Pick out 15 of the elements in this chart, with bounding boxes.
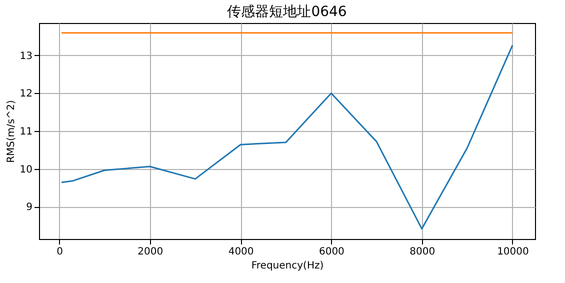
x-tick-label: 0 — [56, 246, 63, 258]
line-series — [60, 44, 514, 230]
y-axis-title: RMS(m/s^2) — [6, 100, 17, 163]
x-tick-label: 8000 — [410, 246, 436, 258]
y-tick-label: 12 — [20, 88, 32, 100]
y-tick-label: 11 — [20, 126, 32, 138]
x-tick-label: 4000 — [228, 246, 254, 258]
y-tick-label: 13 — [20, 50, 32, 62]
y-tick-label: 10 — [20, 164, 32, 176]
x-tick-label: 2000 — [138, 246, 164, 258]
x-tick-label: 6000 — [318, 246, 344, 258]
y-tick-label: 9 — [26, 202, 32, 214]
chart-title: 传感器短地址0646 — [227, 4, 347, 20]
x-tick-label: 10000 — [497, 246, 529, 258]
x-axis-title: Frequency(Hz) — [251, 260, 324, 272]
